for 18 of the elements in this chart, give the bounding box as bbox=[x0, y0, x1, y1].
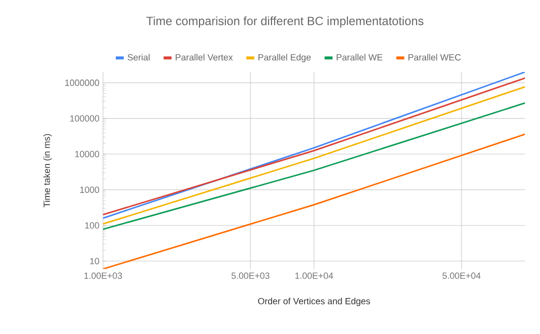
x-axis-title: Order of Vertices and Edges bbox=[258, 298, 370, 306]
y-tick-label: 1000000 bbox=[65, 80, 100, 86]
x-tick-label: 5.00E+03 bbox=[232, 272, 270, 279]
y-tick-label: 10 bbox=[90, 258, 100, 264]
y-tick-label: 100 bbox=[85, 222, 100, 229]
legend-label: Parallel Edge bbox=[258, 54, 311, 62]
x-tick-label: 1.00E+04 bbox=[295, 272, 334, 279]
y-tick-label: 1000 bbox=[80, 186, 100, 193]
legend-label: Serial bbox=[128, 54, 150, 60]
legend-label: Parallel WEC bbox=[408, 54, 461, 60]
y-tick-label: 100000 bbox=[70, 115, 100, 122]
legend-label: Parallel WE bbox=[336, 54, 382, 60]
y-tick-label: 10000 bbox=[75, 150, 100, 158]
chart-title: Time comparision for different BC implementatotions bbox=[146, 16, 424, 28]
y-axis-title: Time taken (in ms) bbox=[43, 134, 52, 208]
x-tick-label: 5.00E+04 bbox=[442, 272, 481, 279]
x-tick-label: 1.00E+03 bbox=[84, 272, 122, 279]
legend-label: Parallel Vertex bbox=[176, 54, 233, 60]
